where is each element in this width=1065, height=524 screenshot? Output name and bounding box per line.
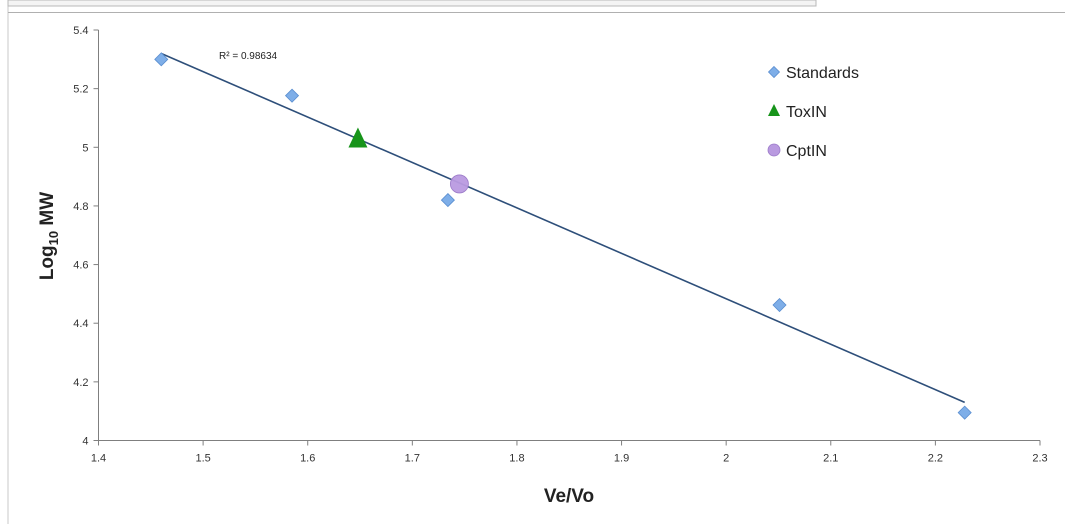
point-toxin [348, 127, 368, 148]
y-tick-label: 5.4 [73, 25, 88, 37]
x-tick-label: 1.9 [614, 453, 629, 465]
y-tick-label: 4.6 [73, 260, 88, 272]
point-standards [440, 192, 455, 208]
y-tick-label: 4.2 [73, 377, 88, 389]
legend-item-toxin: ToxIN [768, 104, 827, 121]
x-tick-label: 2.2 [928, 453, 943, 465]
y-ticks: 4 4.2 4.4 4.6 4.8 5 5.2 5.4 [73, 25, 99, 448]
y-tick-label: 5.2 [73, 84, 88, 96]
legend-label-cptin: CptIN [786, 143, 827, 160]
data-points [154, 52, 972, 420]
y-tick-label: 4.4 [73, 318, 88, 330]
legend-marker-diamond [767, 65, 781, 79]
toolbar-strip [7, 0, 817, 7]
point-standards [284, 88, 300, 103]
point-standards [957, 405, 972, 420]
x-ticks: 1.4 1.5 1.6 1.7 1.8 1.9 2 2.1 2.2 2.3 [91, 440, 1048, 465]
legend-label-toxin: ToxIN [786, 104, 827, 121]
trendline [160, 52, 965, 404]
legend-marker-circle [767, 143, 781, 157]
legend-label-standards: Standards [786, 65, 859, 82]
x-tick-label: 1.6 [300, 453, 315, 465]
r-squared-annotation: R² = 0.98634 [219, 51, 278, 62]
point-standards [154, 52, 169, 67]
y-tick-label: 4.8 [73, 201, 88, 213]
y-axis-title: Log10 MW [37, 192, 61, 280]
legend-item-standards: Standards [767, 65, 859, 82]
x-tick-label: 2.1 [823, 453, 838, 465]
x-tick-label: 1.4 [91, 453, 106, 465]
x-tick-label: 1.8 [509, 453, 524, 465]
legend-marker-triangle [768, 104, 780, 116]
y-tick-label: 4 [82, 436, 88, 448]
legend: Standards ToxIN CptIN [767, 65, 859, 160]
point-cptin [450, 174, 469, 194]
legend-item-cptin: CptIN [767, 143, 827, 160]
x-tick-label: 1.5 [195, 453, 210, 465]
y-tick-label: 5 [82, 142, 88, 154]
x-axis-title: Ve/Vo [544, 486, 594, 507]
point-standards [772, 297, 787, 313]
x-tick-label: 2 [723, 453, 729, 465]
x-tick-label: 1.7 [405, 453, 420, 465]
x-tick-label: 2.3 [1032, 453, 1047, 465]
